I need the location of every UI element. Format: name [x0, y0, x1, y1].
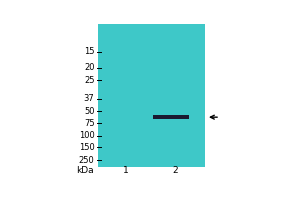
Text: 250: 250	[79, 156, 94, 165]
Text: 75: 75	[84, 119, 94, 128]
Text: 25: 25	[84, 76, 94, 85]
Bar	[153, 115, 189, 119]
Text: 150: 150	[79, 143, 94, 152]
Text: 15: 15	[84, 47, 94, 56]
Text: kDa: kDa	[76, 166, 93, 175]
Text: 1: 1	[123, 166, 129, 175]
Text: 50: 50	[84, 107, 94, 116]
Text: 100: 100	[79, 131, 94, 140]
Text: 37: 37	[84, 94, 94, 103]
Bar	[98, 24, 205, 167]
Text: 20: 20	[84, 63, 94, 72]
Text: 2: 2	[172, 166, 178, 175]
